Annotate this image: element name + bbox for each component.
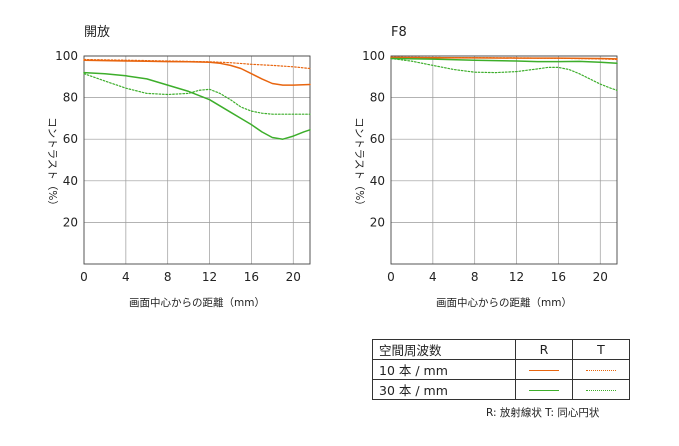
chart2-xtick-20: 20	[593, 270, 608, 284]
chart2-series-3	[390, 57, 618, 65]
legend-header-r: R	[515, 339, 573, 360]
chart1-series-2	[83, 58, 311, 70]
chart2-xtick-12: 12	[509, 270, 524, 284]
chart1-xtick-12: 12	[202, 270, 217, 284]
legend-label-30: 30 本 / mm	[372, 379, 516, 400]
chart2-plot-frame	[390, 55, 618, 265]
chart2-xtick-4: 4	[429, 270, 437, 284]
chart1-xtick-8: 8	[164, 270, 172, 284]
legend-header-t: T	[572, 339, 630, 360]
chart1-xlabel: 画面中心からの距離（mm）	[129, 296, 265, 309]
swatch-10-t	[586, 370, 616, 371]
chart2-title: F8	[391, 25, 407, 40]
chart2-ytick-40: 40	[370, 174, 385, 188]
chart1-xtick-16: 16	[244, 270, 259, 284]
chart1-xtick-0: 0	[80, 270, 88, 284]
chart1-ytick-60: 60	[63, 132, 78, 146]
chart2-ytick-60: 60	[370, 132, 385, 146]
legend-table: 空間周波数 R T 10 本 / mm 30 本 / mm	[372, 339, 630, 400]
chart2-xtick-0: 0	[387, 270, 395, 284]
chart2-ylabel: コントラスト（%）	[353, 117, 365, 211]
legend-header-row: 空間周波数 R T	[372, 339, 630, 360]
chart1-ytick-40: 40	[63, 174, 78, 188]
chart2-series-2	[390, 56, 618, 61]
swatch-10-r	[529, 370, 559, 371]
chart1-title: 開放	[84, 25, 110, 40]
chart1-series-3	[83, 71, 311, 140]
swatch-30-r	[529, 390, 559, 391]
chart1-series-1	[83, 59, 311, 86]
chart2-xlabel: 画面中心からの距離（mm）	[436, 296, 572, 309]
legend-row-30: 30 本 / mm	[372, 379, 630, 400]
chart1-plot-frame	[83, 55, 311, 265]
chart1-ytick-100: 100	[55, 49, 78, 63]
swatch-30-t	[586, 390, 616, 391]
chart2-ytick-100: 100	[362, 49, 385, 63]
legend-note: R: 放射線状 T: 同心円状	[486, 407, 600, 419]
chart2-xtick-16: 16	[551, 270, 566, 284]
chart1-ylabel: コントラスト（%）	[46, 117, 58, 211]
chart1-xtick-20: 20	[286, 270, 301, 284]
chart1-series-4	[83, 73, 311, 115]
chart1-ytick-80: 80	[63, 91, 78, 105]
chart1-ytick-20: 20	[63, 215, 78, 229]
chart2-xtick-8: 8	[471, 270, 479, 284]
chart2-ytick-20: 20	[370, 215, 385, 229]
legend-header-label: 空間周波数	[372, 339, 516, 360]
legend-row-10: 10 本 / mm	[372, 359, 630, 380]
chart2-series-4	[390, 57, 618, 91]
legend-label-10: 10 本 / mm	[372, 359, 516, 380]
chart2-ytick-80: 80	[370, 91, 385, 105]
legend-table-container: 空間周波数 R T 10 本 / mm 30 本 / mm	[372, 339, 630, 400]
chart1-xtick-4: 4	[122, 270, 130, 284]
